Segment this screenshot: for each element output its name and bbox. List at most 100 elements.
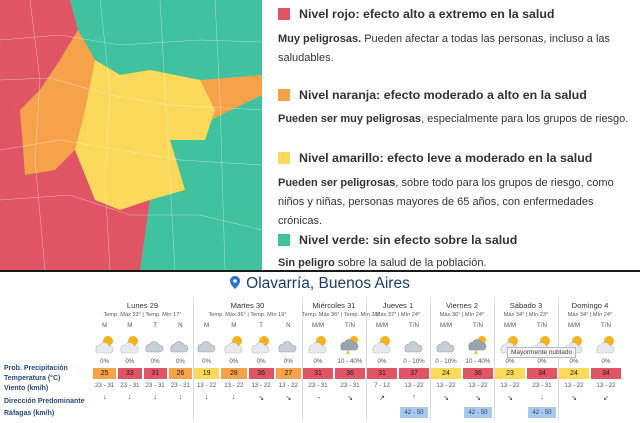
day-separator — [430, 298, 431, 420]
wind-direction-icon: → — [314, 394, 322, 401]
precip-prob: 0% — [313, 358, 323, 365]
row-label: Temperatura (°C) — [4, 375, 61, 382]
temperature-cell: 36 — [335, 368, 365, 379]
day-name: Jueves 1 — [382, 301, 414, 310]
temperature-cell: 19 — [194, 368, 220, 379]
day-min-max: Máx 36° | Mín 24° — [439, 312, 485, 318]
temperature-cell: 23 — [495, 368, 525, 379]
period-label: T/N — [409, 322, 419, 329]
precip-prob: 0% — [150, 358, 160, 365]
day-separator — [302, 298, 303, 420]
wind-speed: 23 - 31 — [340, 382, 360, 389]
day-min-max: Máx 34° | Mín 23° — [503, 312, 549, 318]
wind-direction-icon: ↓ — [178, 394, 183, 401]
legend-red: Nivel rojo: efecto alto a extremo en la … — [278, 7, 554, 21]
location-pin-icon — [230, 276, 241, 289]
storm-icon — [468, 336, 487, 354]
wind-speed: 13 - 22 — [251, 382, 271, 389]
gust-cell: 42 - 50 — [528, 407, 556, 418]
wind-speed: 13 - 22 — [278, 382, 298, 389]
temperature-cell: 24 — [431, 368, 461, 379]
period-label: T — [259, 322, 264, 329]
temperature-cell: 28 — [221, 368, 247, 379]
period-label: T/N — [473, 322, 483, 329]
map-regions — [0, 0, 262, 270]
alert-legend: Nivel rojo: efecto alto a extremo en la … — [278, 0, 640, 270]
legend-yellow: Nivel amarillo: efecto leve a moderado e… — [278, 151, 592, 165]
wind-speed: 23 - 31 — [308, 382, 328, 389]
wind-direction-icon: ↘ — [258, 395, 265, 402]
city-name: Olavarría, Buenos Aires — [246, 275, 410, 292]
temperature-cell: 31 — [367, 368, 397, 379]
wind-speed: 7 - 12 — [374, 382, 390, 389]
wind-speed: 23 - 31 — [170, 382, 190, 389]
temperature-cell: 34 — [527, 368, 557, 379]
period-label: M — [102, 322, 108, 329]
wind-direction-icon: ↗ — [379, 395, 385, 402]
day-separator — [494, 298, 495, 420]
wind-speed: 23 - 31 — [532, 382, 552, 389]
day-name: Viernes 2 — [446, 301, 478, 310]
wind-speed: 13 - 22 — [596, 382, 616, 389]
gust-cell: 42 - 50 — [464, 407, 492, 418]
period-label: M/M — [503, 322, 517, 329]
period-label: M — [231, 322, 237, 329]
wind-direction-icon: ↓ — [128, 394, 132, 401]
precip-prob: 10 - 40% — [337, 358, 363, 365]
wind-speed: 13 - 22 — [500, 382, 520, 389]
temperature-cell: 36 — [248, 368, 274, 379]
wind-direction-icon: ↘ — [443, 395, 449, 402]
day-min-max: Temp. Máx 36° | Temp. Mín 19° — [208, 312, 287, 318]
orange-swatch — [278, 89, 290, 101]
gust-cell: 42 - 50 — [400, 407, 428, 418]
sun-cloud-icon — [596, 336, 615, 354]
precip-prob: 0% — [125, 358, 135, 365]
wind-direction-icon: ↓ — [540, 394, 544, 401]
green-swatch — [278, 234, 290, 246]
forecast-city: Olavarría, Buenos Aires — [0, 275, 640, 293]
precip-prob: 0% — [256, 358, 266, 365]
wind-direction-icon: ↘ — [507, 395, 513, 402]
precip-prob: 0 - 10% — [403, 358, 425, 365]
wind-direction-icon: ↓ — [153, 394, 157, 401]
sun-cloud-icon — [224, 336, 243, 354]
precip-prob: 0% — [229, 358, 239, 365]
wind-direction-icon: ↙ — [603, 395, 609, 402]
period-label: T — [153, 322, 158, 329]
day-separator — [558, 298, 559, 420]
wind-direction-icon: ↘ — [571, 395, 577, 402]
row-label: Prob. Precipitación — [4, 365, 68, 372]
cloud-icon — [278, 341, 297, 353]
temperature-cell: 26 — [168, 368, 192, 379]
wind-speed: 23 - 31 — [120, 382, 140, 389]
day-name: Miércoles 31 — [312, 301, 356, 310]
precip-prob: 10 - 40% — [465, 358, 491, 365]
day-name: Domingo 4 — [571, 301, 609, 310]
period-label: T/N — [537, 322, 547, 329]
precip-prob: 0% — [569, 358, 579, 365]
temperature-cell: 37 — [399, 368, 429, 379]
temperature-cell: 31 — [143, 368, 167, 379]
day-min-max: Máx 34° | Mín 24° — [567, 312, 613, 318]
wind-speed: 23 - 31 — [145, 382, 165, 389]
row-label: Ráfagas (km/h) — [4, 410, 55, 417]
legend-green-desc: Sin peligro sobre la salud de la poblaci… — [278, 257, 487, 269]
temperature-cell: 27 — [275, 368, 301, 379]
weather-tooltip: Mayormente nublado — [507, 347, 577, 358]
day-min-max: Máx 37° | Mín 24° — [375, 312, 421, 318]
storm-icon — [340, 336, 359, 354]
period-label: M/M — [311, 322, 325, 329]
period-label: N — [286, 322, 291, 329]
legend-orange-title: Nivel naranja: efecto moderado a alto en… — [299, 88, 587, 102]
wind-speed: 23 - 31 — [94, 382, 115, 389]
day-separator — [193, 298, 194, 420]
wind-speed: 13 - 22 — [224, 382, 244, 389]
period-label: T/N — [601, 322, 611, 329]
wind-direction-icon: ↘ — [285, 395, 292, 402]
sun-cloud-icon — [120, 336, 139, 354]
sun-cloud-icon — [308, 336, 327, 354]
temperature-cell: 33 — [118, 368, 142, 379]
period-label: M/M — [567, 322, 581, 329]
